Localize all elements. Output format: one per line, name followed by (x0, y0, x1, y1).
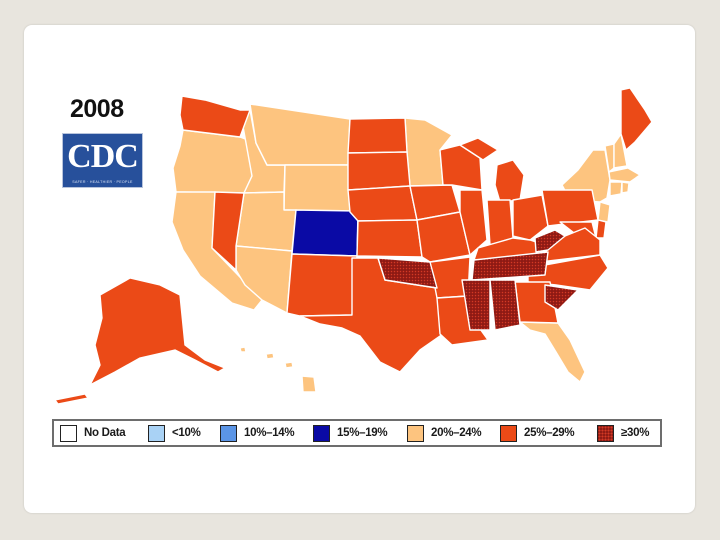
state-nh (613, 133, 628, 169)
state-oh (512, 194, 549, 241)
states-30-plus (377, 229, 579, 331)
state-hi-4 (301, 375, 317, 393)
cdc-logo: CDC SAFER · HEALTHIER · PEOPLE (62, 133, 143, 188)
state-nd (347, 117, 408, 154)
state-tn (471, 251, 549, 281)
states-20-24 (171, 103, 641, 393)
state-ri (621, 181, 630, 194)
states-15-19 (291, 209, 359, 257)
state-ok (377, 257, 438, 289)
state-ma (608, 167, 641, 183)
legend-swatch-no-data (60, 425, 77, 442)
state-wy (283, 164, 351, 213)
legend-label-10-14: 10%–14% (244, 427, 295, 439)
state-mt (249, 103, 351, 166)
legend-swatch-25-29 (500, 425, 517, 442)
state-de (595, 219, 607, 239)
state-ne (347, 185, 418, 222)
cdc-logo-tagline: SAFER · HEALTHIER · PEOPLE (72, 180, 133, 184)
state-ct (609, 181, 623, 197)
legend-label-15-19: 15%–19% (337, 427, 388, 439)
year-label: 2008 (70, 95, 124, 123)
state-al (489, 279, 521, 331)
state-mi-up (459, 137, 499, 161)
state-mo (416, 211, 471, 263)
state-sd (347, 151, 411, 191)
state-hi-3 (284, 361, 294, 369)
state-wv (534, 229, 566, 253)
legend-label-30-plus: ≥30% (621, 427, 650, 439)
state-pa (541, 189, 599, 227)
state-nm (286, 253, 358, 317)
state-ak (89, 277, 226, 386)
legend-label-20-24: 20%–24% (431, 427, 482, 439)
state-wa (179, 95, 251, 138)
state-or (172, 129, 257, 194)
state-mi (494, 159, 525, 203)
state-hi-2 (265, 352, 275, 360)
legend: No Data <10% 10%–14% 15%–19% 20%–24% 25%… (52, 419, 662, 447)
state-in (486, 199, 514, 246)
state-nv (211, 191, 245, 271)
legend-swatch-lt10 (148, 425, 165, 442)
legend-label-25-29: 25%–29% (524, 427, 575, 439)
state-me (620, 87, 653, 151)
state-sc (544, 284, 579, 311)
state-ak-islands (54, 393, 89, 405)
legend-label-lt10: <10% (172, 427, 201, 439)
states-25-29 (54, 87, 653, 405)
state-fl (519, 321, 586, 383)
state-co (291, 209, 359, 257)
legend-swatch-30-plus (597, 425, 614, 442)
state-ks (356, 219, 423, 258)
state-nj (597, 201, 611, 223)
state-hi (239, 346, 247, 353)
state-ms (461, 279, 491, 331)
legend-label-no-data: No Data (84, 427, 126, 439)
legend-swatch-10-14 (220, 425, 237, 442)
legend-swatch-20-24 (407, 425, 424, 442)
cdc-logo-text: CDC (67, 138, 139, 175)
legend-swatch-15-19 (313, 425, 330, 442)
